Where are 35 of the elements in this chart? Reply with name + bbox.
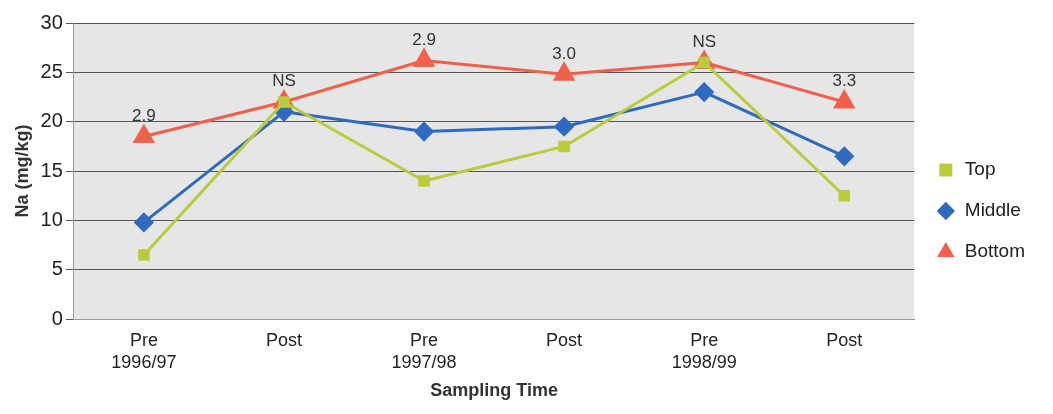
y-tick-label: 20 [40,109,63,132]
x-tick-label: Post [546,329,583,350]
legend-label: Bottom [964,240,1026,262]
annotation: 3.3 [832,71,857,91]
annotation: 3.0 [552,43,576,63]
y-tick-label: 30 [40,10,63,33]
point [138,249,150,261]
y-tick-label: 5 [51,257,63,280]
point [418,175,430,187]
x-tick-label: Pre 1997/98 [391,329,457,372]
x-axis-title: Sampling Time [430,380,558,401]
y-tick-label: 25 [40,59,63,82]
x-tick-label: Post [826,329,863,350]
x-tick-label: Pre 1998/99 [671,329,737,372]
point [134,212,154,232]
annotation: 2.9 [132,105,156,125]
y-axis-title: Na (mg/kg) [11,124,32,218]
legend-label: Middle [964,199,1021,221]
y-tick-label: 15 [40,158,63,181]
point [413,49,435,68]
x-tick-label: Post [265,329,302,350]
point [133,125,155,144]
point [554,117,574,137]
annotation: 2.9 [412,29,436,49]
point [834,146,854,166]
annotation: NS [692,31,717,51]
y-tick-label: 10 [40,207,63,230]
point [838,190,851,202]
annotation: NS [272,71,296,91]
y-tick-label: 0 [51,306,63,329]
point [414,122,434,142]
point [558,140,570,153]
legend-label: Top [964,158,996,180]
x-tick-label: Pre 1996/97 [111,329,177,372]
point [694,82,714,102]
